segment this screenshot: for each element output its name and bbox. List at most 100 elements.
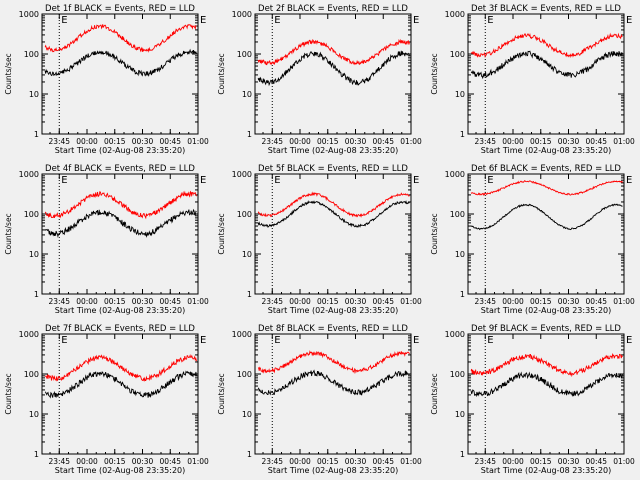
panel-title: Det 9f BLACK = Events, RED = LLD bbox=[471, 324, 621, 334]
y-tick-label: 10 bbox=[242, 410, 252, 419]
marker-label: E bbox=[61, 15, 67, 26]
y-tick-label: 100 bbox=[237, 370, 252, 379]
lld-series-line bbox=[44, 190, 197, 220]
marker-label: E bbox=[626, 335, 632, 346]
detector-panel-5: Det 5f BLACK = Events, RED = LLD 1 10 100 10… bbox=[217, 164, 422, 315]
y-tick-label: 100 bbox=[450, 210, 465, 219]
y-tick-label: 10 bbox=[455, 410, 465, 419]
y-tick-label: 1000 bbox=[19, 10, 39, 19]
x-tick-label: 00:45 bbox=[372, 297, 394, 306]
marker-label: E bbox=[626, 15, 632, 26]
plot-frame bbox=[41, 13, 199, 135]
y-tick-label: 10 bbox=[29, 410, 39, 419]
lld-series-line bbox=[44, 354, 197, 382]
x-tick-label: 01:00 bbox=[400, 297, 422, 306]
x-axis-label: Start Time (02-Aug-08 23:35:20) bbox=[481, 306, 612, 315]
events-series-line bbox=[257, 369, 410, 396]
x-tick-label: 00:30 bbox=[345, 297, 367, 306]
y-tick-label: 1 bbox=[460, 130, 465, 139]
detector-panel-6: Det 6f BLACK = Events, RED = LLD 1 10 100 10… bbox=[430, 164, 635, 315]
lld-series-line bbox=[44, 23, 197, 53]
events-series-line bbox=[470, 50, 623, 80]
marker-label: E bbox=[61, 335, 67, 346]
x-tick-label: 23:45 bbox=[48, 297, 70, 306]
marker-label: E bbox=[413, 175, 419, 186]
y-tick-label: 10 bbox=[455, 90, 465, 99]
marker-label: E bbox=[200, 175, 206, 186]
x-tick-label: 00:00 bbox=[289, 137, 311, 146]
marker-label: E bbox=[200, 335, 206, 346]
events-series-line bbox=[470, 371, 623, 398]
marker-label: E bbox=[487, 335, 493, 346]
y-axis-label: Counts/sec bbox=[4, 53, 13, 94]
y-tick-label: 100 bbox=[24, 50, 39, 59]
y-tick-label: 10 bbox=[455, 250, 465, 259]
x-tick-label: 23:45 bbox=[261, 457, 283, 466]
y-axis-label: Counts/sec bbox=[217, 373, 226, 414]
x-tick-label: 23:45 bbox=[474, 457, 496, 466]
events-series-line bbox=[257, 200, 410, 228]
y-tick-label: 1 bbox=[247, 130, 252, 139]
panel-title: Det 3f BLACK = Events, RED = LLD bbox=[471, 4, 621, 14]
lld-series-line bbox=[470, 180, 623, 197]
x-axis-label: Start Time (02-Aug-08 23:35:20) bbox=[268, 306, 399, 315]
y-tick-label: 1 bbox=[247, 450, 252, 459]
panel-title: Det 2f BLACK = Events, RED = LLD bbox=[258, 4, 408, 14]
marker-label: E bbox=[626, 175, 632, 186]
x-tick-label: 00:00 bbox=[289, 297, 311, 306]
x-tick-label: 00:15 bbox=[530, 137, 552, 146]
y-tick-label: 1 bbox=[34, 130, 39, 139]
x-axis-label: Start Time (02-Aug-08 23:35:20) bbox=[55, 306, 186, 315]
y-tick-label: 1000 bbox=[19, 330, 39, 339]
x-tick-label: 00:00 bbox=[76, 297, 98, 306]
detector-panel-2: Det 2f BLACK = Events, RED = LLD 1 10 100 10… bbox=[217, 4, 422, 155]
x-tick-label: 01:00 bbox=[400, 137, 422, 146]
x-tick-label: 00:45 bbox=[585, 457, 607, 466]
y-tick-label: 10 bbox=[29, 250, 39, 259]
y-tick-label: 1000 bbox=[232, 330, 252, 339]
marker-label: E bbox=[487, 175, 493, 186]
y-tick-label: 1 bbox=[34, 290, 39, 299]
y-axis-label: Counts/sec bbox=[4, 373, 13, 414]
x-axis-label: Start Time (02-Aug-08 23:35:20) bbox=[481, 466, 612, 475]
x-tick-label: 00:00 bbox=[502, 297, 524, 306]
x-tick-label: 00:15 bbox=[104, 297, 126, 306]
events-series-line bbox=[44, 208, 197, 238]
y-tick-label: 1000 bbox=[232, 10, 252, 19]
y-axis-label: Counts/sec bbox=[217, 53, 226, 94]
x-axis-label: Start Time (02-Aug-08 23:35:20) bbox=[55, 466, 186, 475]
x-tick-label: 00:30 bbox=[558, 297, 580, 306]
lld-series-line bbox=[257, 191, 410, 218]
x-axis-label: Start Time (02-Aug-08 23:35:20) bbox=[55, 146, 186, 155]
x-tick-label: 01:00 bbox=[613, 457, 635, 466]
x-tick-label: 23:45 bbox=[48, 457, 70, 466]
plot-frame bbox=[254, 13, 412, 135]
y-tick-label: 100 bbox=[237, 50, 252, 59]
lld-series-line bbox=[470, 32, 623, 59]
detector-panel-8: Det 8f BLACK = Events, RED = LLD 1 10 100 10… bbox=[217, 324, 422, 475]
panel-title: Det 4f BLACK = Events, RED = LLD bbox=[45, 164, 195, 174]
x-tick-label: 00:45 bbox=[159, 297, 181, 306]
events-series-line bbox=[257, 50, 410, 87]
marker-label: E bbox=[413, 335, 419, 346]
y-tick-label: 100 bbox=[450, 50, 465, 59]
x-tick-label: 00:30 bbox=[132, 137, 154, 146]
x-tick-label: 01:00 bbox=[187, 137, 209, 146]
x-tick-label: 00:15 bbox=[104, 457, 126, 466]
x-tick-label: 00:45 bbox=[159, 457, 181, 466]
y-tick-label: 10 bbox=[29, 90, 39, 99]
x-tick-label: 23:45 bbox=[48, 137, 70, 146]
panel-title: Det 6f BLACK = Events, RED = LLD bbox=[471, 164, 621, 174]
x-axis-label: Start Time (02-Aug-08 23:35:20) bbox=[268, 466, 399, 475]
events-series-line bbox=[44, 370, 197, 399]
y-tick-label: 100 bbox=[237, 210, 252, 219]
y-tick-label: 1 bbox=[460, 290, 465, 299]
x-tick-label: 00:15 bbox=[104, 137, 126, 146]
x-tick-label: 00:00 bbox=[76, 137, 98, 146]
marker-label: E bbox=[200, 15, 206, 26]
y-axis-label: Counts/sec bbox=[217, 213, 226, 254]
lld-series-line bbox=[257, 350, 410, 374]
x-tick-label: 00:15 bbox=[530, 457, 552, 466]
events-series-line bbox=[44, 48, 197, 77]
